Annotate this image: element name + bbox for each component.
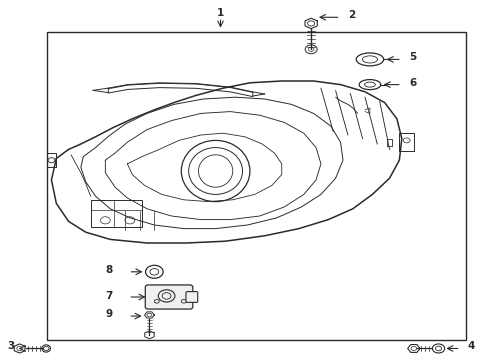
Text: 6: 6 (409, 78, 416, 88)
Bar (47, 32, 466, 340)
Text: 9: 9 (105, 309, 113, 319)
Text: 5: 5 (409, 52, 416, 62)
Text: 2: 2 (348, 10, 355, 20)
FancyBboxPatch shape (145, 285, 193, 309)
Text: 1: 1 (217, 8, 224, 18)
Text: 8: 8 (105, 265, 113, 275)
FancyBboxPatch shape (186, 292, 197, 302)
Text: 4: 4 (467, 341, 475, 351)
Bar (91, 200, 142, 227)
Text: 7: 7 (105, 291, 113, 301)
Text: 3: 3 (7, 341, 14, 351)
